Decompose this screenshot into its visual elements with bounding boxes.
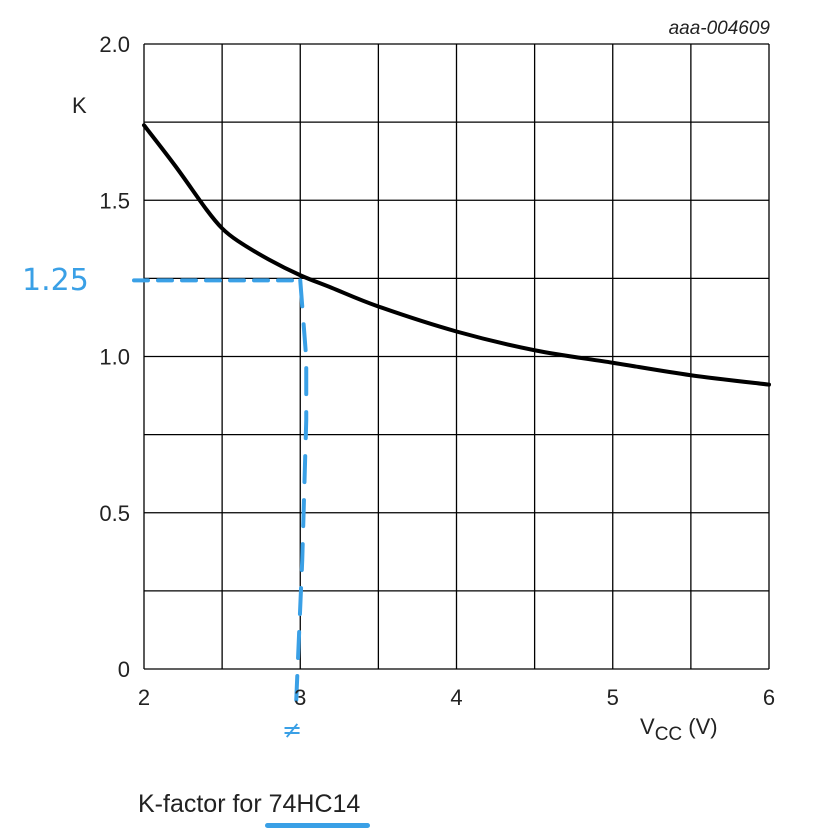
annotation-y-value: 1.25 <box>22 263 89 298</box>
x-tick-label-0: 2 <box>138 685 150 710</box>
caption-prefix: K-factor for <box>138 790 269 818</box>
x-tick-labels: 2 3 4 5 6 <box>138 685 775 710</box>
x-axis-label-sub: CC <box>655 724 682 745</box>
x-tick-label-4: 6 <box>763 685 775 710</box>
caption-underline <box>264 823 371 828</box>
x-axis-label-unit: (V) <box>682 714 717 739</box>
series-line-k <box>142 123 771 387</box>
annotation-x-marker: ≠ <box>282 716 302 744</box>
annotation-guides <box>132 278 309 702</box>
y-tick-label-4: 2.0 <box>99 32 130 57</box>
x-tick-label-1: 3 <box>294 685 306 710</box>
figure-code: aaa-004609 <box>669 18 771 39</box>
y-tick-label-0: 0 <box>118 657 130 682</box>
x-axis-label: VCC (V) <box>640 714 718 745</box>
y-tick-label-1: 0.5 <box>99 501 130 526</box>
annotation-vertical-guide <box>294 278 309 702</box>
y-tick-label-3: 1.5 <box>99 188 130 213</box>
y-tick-label-2: 1.0 <box>99 345 130 370</box>
figure-caption: K-factor for 74HC14 <box>138 790 371 828</box>
y-tick-labels: 0 0.5 1.0 1.5 2.0 <box>99 32 130 682</box>
caption-part-number: 74HC14 <box>264 790 371 828</box>
chart-grid <box>143 43 770 670</box>
x-tick-label-2: 4 <box>450 685 462 710</box>
x-axis-label-main: V <box>640 714 655 739</box>
y-axis-label: K <box>72 93 87 118</box>
x-tick-label-3: 5 <box>607 685 619 710</box>
